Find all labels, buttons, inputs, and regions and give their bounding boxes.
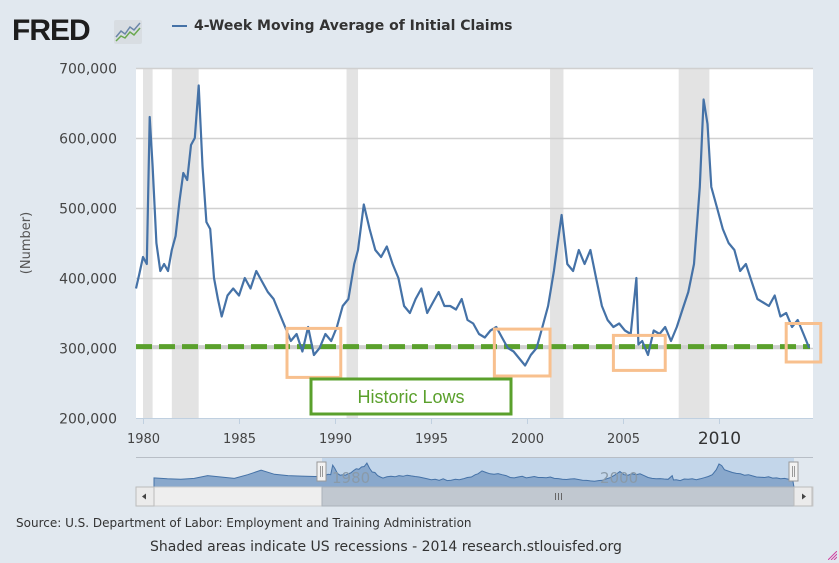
fred-logo-text: FRED — [12, 14, 91, 47]
navigator-area — [153, 462, 795, 488]
highlight-box — [611, 333, 667, 372]
source-text: Source: U.S. Department of Labor: Employ… — [16, 516, 472, 530]
navigator-label-2000: 2000 — [600, 469, 638, 487]
navigator-right-handle[interactable] — [788, 461, 799, 482]
y-tick-label: 600,000 — [59, 132, 117, 148]
x-tick-label: 1980 — [127, 432, 160, 447]
x-tick-label: 1995 — [415, 432, 448, 447]
y-tick-label: 700,000 — [59, 62, 117, 78]
x-tick-label: 2000 — [511, 432, 544, 447]
x-axis-ticks: 1980 1985 1990 1995 2000 2005 2010 — [127, 418, 741, 449]
y-axis-label: (Number) — [19, 212, 34, 274]
highlight-box — [492, 327, 552, 378]
chart-legend[interactable]: 4-Week Moving Average of Initial Claims — [172, 18, 513, 34]
highlight-box — [784, 322, 823, 364]
recession-band — [171, 68, 199, 418]
x-tick-label: 2005 — [607, 432, 640, 447]
resize-grip-icon[interactable] — [828, 551, 837, 560]
x-tick-label: 1990 — [319, 432, 352, 447]
scroll-left-arrow-icon — [142, 493, 146, 500]
x-tick-label: 1985 — [223, 432, 256, 447]
highlight-box — [285, 326, 343, 379]
scroll-right-arrow-icon — [802, 493, 806, 500]
y-tick-label: 300,000 — [59, 342, 117, 358]
fred-logo[interactable]: FRED — [12, 14, 91, 48]
fred-chart-icon — [114, 20, 142, 44]
legend-swatch — [172, 25, 187, 27]
y-axis-ticks: 200,000 300,000 400,000 500,000 600,000 700,0… — [59, 62, 117, 428]
footer-text[interactable]: Shaded areas indicate US recessions - 20… — [150, 539, 622, 555]
y-tick-label: 200,000 — [59, 412, 117, 428]
navigator-left-handle[interactable] — [316, 461, 327, 482]
highlight-boxes — [285, 322, 823, 379]
annotation-box — [309, 377, 513, 416]
y-tick-label: 500,000 — [59, 202, 117, 218]
scrollbar[interactable] — [135, 486, 814, 507]
x-tick-label: 2010 — [698, 429, 741, 449]
historic-lows-annotation: Historic Lows — [309, 377, 513, 416]
plot-background — [136, 68, 813, 418]
navigator-label-1980: 1980 — [332, 469, 370, 487]
legend-label: 4-Week Moving Average of Initial Claims — [194, 18, 513, 34]
y-tick-label: 400,000 — [59, 272, 117, 288]
recession-band — [678, 68, 710, 418]
annotation-text: Historic Lows — [357, 387, 464, 407]
gridlines — [136, 67, 813, 350]
navigator[interactable]: 1980 2000 — [136, 457, 813, 488]
recession-band — [346, 68, 359, 418]
series-line[interactable] — [134, 84, 811, 367]
